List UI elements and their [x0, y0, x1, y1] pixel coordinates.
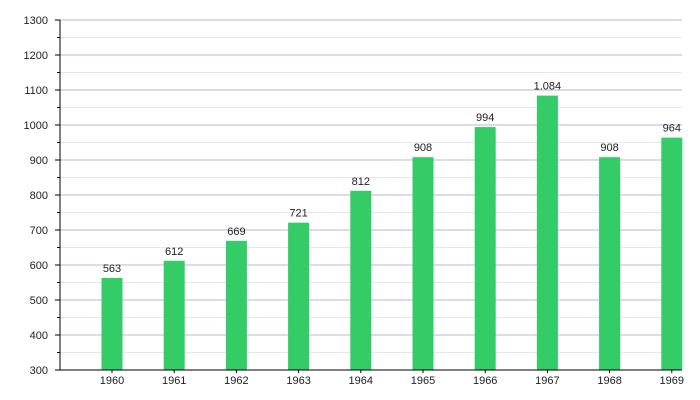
y-tick-label: 900 — [30, 155, 48, 167]
y-tick-labels: 300 400 500 600 700 800 900 1000 1100 1200 1300 — [24, 15, 48, 377]
bar-1962 — [225, 240, 247, 370]
y-tick-label: 1200 — [24, 50, 48, 62]
x-tick-label-1967: 1967 — [535, 375, 559, 387]
data-label-1960: 563 — [103, 263, 121, 275]
axes — [55, 19, 682, 373]
x-tick-labels: 1960 1961 1962 1963 1964 1965 1966 1967 1968 1969 — [100, 375, 684, 387]
x-tick-label-1969: 1969 — [660, 375, 684, 387]
data-label-1968: 908 — [600, 142, 618, 154]
y-tick-label: 1300 — [24, 15, 48, 27]
data-label-1965: 908 — [414, 142, 432, 154]
x-tick-label-1960: 1960 — [100, 375, 124, 387]
data-label-1967: 1.084 — [534, 81, 562, 93]
bar-1969 — [661, 137, 683, 370]
y-tick-label: 1000 — [24, 120, 48, 132]
y-tick-label: 500 — [30, 295, 48, 307]
data-labels: 563 612 669 721 812 908 994 1.084 908 964 — [103, 81, 681, 275]
y-tick-label: 800 — [30, 190, 48, 202]
y-tick-label: 300 — [30, 365, 48, 377]
bar-1960 — [101, 277, 123, 370]
bar-1965 — [412, 157, 434, 370]
bar-1963 — [288, 222, 310, 370]
bar-1961 — [163, 260, 185, 370]
data-label-1963: 721 — [289, 208, 307, 220]
data-label-1964: 812 — [352, 176, 370, 188]
x-tick-label-1968: 1968 — [597, 375, 621, 387]
x-tick-label-1961: 1961 — [162, 375, 186, 387]
x-tick-label-1963: 1963 — [286, 375, 310, 387]
bars — [101, 95, 683, 370]
y-tick-label: 1100 — [24, 85, 48, 97]
bar-1967 — [536, 95, 558, 370]
data-label-1969: 964 — [663, 123, 681, 135]
x-tick-label-1962: 1962 — [224, 375, 248, 387]
y-tick-label: 600 — [30, 260, 48, 272]
x-tick-label-1965: 1965 — [411, 375, 435, 387]
data-label-1966: 994 — [476, 112, 494, 124]
grid-lines — [60, 19, 682, 353]
data-label-1961: 612 — [165, 246, 183, 258]
x-tick-label-1964: 1964 — [349, 375, 373, 387]
bar-1968 — [599, 157, 621, 370]
x-tick-label-1966: 1966 — [473, 375, 497, 387]
y-tick-label: 700 — [30, 225, 48, 237]
y-tick-label: 400 — [30, 330, 48, 342]
bar-1966 — [474, 127, 496, 370]
data-label-1962: 669 — [227, 226, 245, 238]
bar-1964 — [350, 190, 372, 370]
